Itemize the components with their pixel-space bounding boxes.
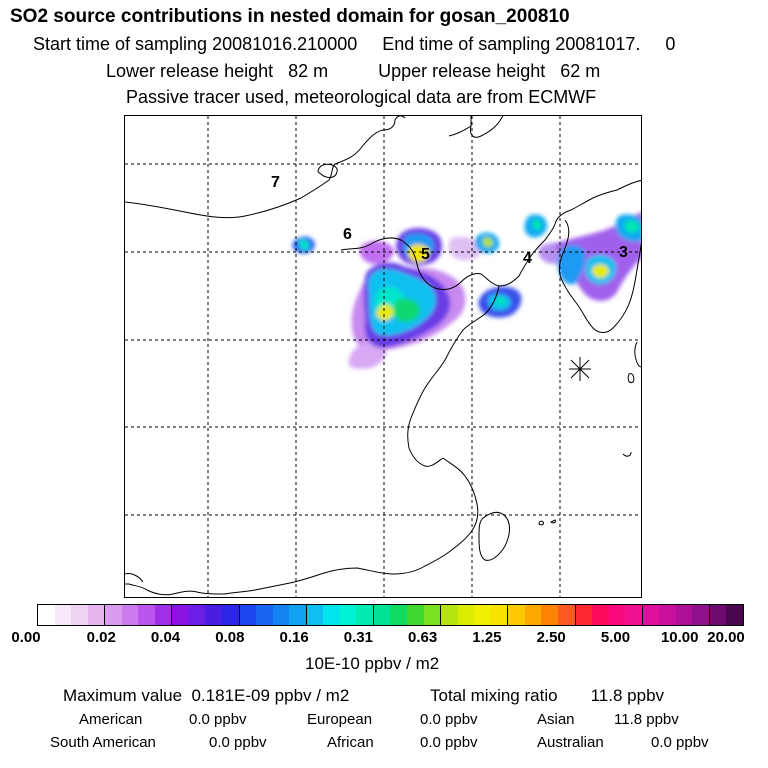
colorbar-tick-label: 5.00 xyxy=(600,629,631,646)
region-label-3: 3 xyxy=(619,244,628,261)
south-american-label: South American xyxy=(50,734,156,751)
colorbar-swatch xyxy=(239,605,257,625)
american-label: American xyxy=(79,711,143,728)
region-label-7: 7 xyxy=(271,174,280,191)
south-american-value: 0.0 ppbv xyxy=(209,734,267,751)
colorbar-swatch xyxy=(71,605,88,625)
african-value: 0.0 ppbv xyxy=(420,734,478,751)
european-value: 0.0 ppbv xyxy=(420,711,478,728)
european-label: European xyxy=(307,711,373,728)
colorbar-swatch xyxy=(490,605,509,625)
colorbar-swatch xyxy=(642,605,660,625)
colorbar-tick-label: 0.63 xyxy=(408,629,438,646)
african-label: African xyxy=(327,734,374,751)
max-value-text: Maximum value 0.181E-09 ppbv / m2 xyxy=(63,686,350,705)
colorbar-unit: 10E-10 ppbv / m2 xyxy=(305,654,440,673)
concentration-plume xyxy=(292,212,641,369)
colorbar-swatch xyxy=(592,605,609,625)
australian-value: 0.0 ppbv xyxy=(651,734,709,751)
colorbar-swatch xyxy=(390,605,408,625)
map-canvas xyxy=(125,116,641,597)
colorbar-swatch xyxy=(457,605,475,625)
colorbar-swatch xyxy=(172,605,189,625)
page-title: SO2 source contributions in nested domai… xyxy=(10,6,570,27)
colorbar-tick-label: 0.00 xyxy=(11,629,41,646)
asian-value: 11.8 ppbv xyxy=(614,711,679,728)
colorbar-swatch xyxy=(272,605,290,625)
colorbar-swatch xyxy=(138,605,155,625)
colorbar-swatch xyxy=(557,605,576,625)
colorbar-swatch xyxy=(575,605,593,625)
region-label-5: 5 xyxy=(421,246,430,263)
colorbar-swatch xyxy=(441,605,458,625)
colorbar-swatch xyxy=(608,605,626,625)
colorbar-swatch xyxy=(105,605,122,625)
colorbar-swatch xyxy=(726,605,743,625)
colorbar-tick-label: 0.08 xyxy=(215,629,245,646)
colorbar-tick-label: 0.31 xyxy=(343,629,373,646)
colorbar-swatch xyxy=(524,605,542,625)
colorbar-swatch xyxy=(323,605,340,625)
colorbar-swatch xyxy=(188,605,206,625)
colorbar-swatch xyxy=(675,605,693,625)
grid-lines xyxy=(125,116,641,597)
tracer-info-line: Passive tracer used, meteorological data… xyxy=(126,87,597,107)
australian-label: Australian xyxy=(537,734,604,751)
colorbar-swatch xyxy=(659,605,676,625)
coastlines xyxy=(125,116,641,596)
colorbar-swatch xyxy=(306,605,324,625)
colorbar-swatch xyxy=(692,605,710,625)
colorbar-swatch xyxy=(709,605,727,625)
colorbar-tick-label: 1.25 xyxy=(472,629,502,646)
colorbar-swatch xyxy=(54,605,72,625)
colorbar-swatch xyxy=(289,605,307,625)
colorbar-swatch xyxy=(121,605,139,625)
region-label-4: 4 xyxy=(523,250,532,267)
colorbar-tick-label: 0.02 xyxy=(86,629,116,646)
colorbar-swatch xyxy=(625,605,643,625)
colorbar-swatch xyxy=(154,605,173,625)
region-label-6: 6 xyxy=(343,226,352,243)
colorbar-tick-label: 2.50 xyxy=(536,629,566,646)
colorbar-swatch xyxy=(407,605,424,625)
colorbar-swatch xyxy=(541,605,558,625)
colorbar-swatch xyxy=(339,605,357,625)
colorbar-swatch xyxy=(474,605,491,625)
colorbar-swatch xyxy=(356,605,374,625)
colorbar-swatch xyxy=(87,605,106,625)
colorbar-tick-label: 10.00 xyxy=(660,629,699,646)
sampling-time-line: Start time of sampling 20081016.210000 E… xyxy=(33,34,676,54)
colorbar-swatch xyxy=(508,605,525,625)
colorbar-swatch xyxy=(423,605,442,625)
release-height-line: Lower release height 82 m Upper release … xyxy=(106,61,601,81)
colorbar-swatch xyxy=(38,605,55,625)
asterisk-icon xyxy=(569,357,591,381)
colorbar xyxy=(37,604,744,626)
colorbar-swatch xyxy=(222,605,240,625)
colorbar-swatch xyxy=(205,605,223,625)
map-panel: 7 6 5 4 3 xyxy=(124,115,642,598)
total-mixing-ratio-text: Total mixing ratio 11.8 ppbv xyxy=(430,686,665,705)
colorbar-tick-label: 0.16 xyxy=(279,629,309,646)
colorbar-swatch xyxy=(256,605,273,625)
asian-label: Asian xyxy=(537,711,575,728)
colorbar-tick-label: 20.00 xyxy=(707,629,745,646)
colorbar-swatch xyxy=(373,605,391,625)
colorbar-tick-label: 0.04 xyxy=(150,629,181,646)
american-value: 0.0 ppbv xyxy=(189,711,247,728)
